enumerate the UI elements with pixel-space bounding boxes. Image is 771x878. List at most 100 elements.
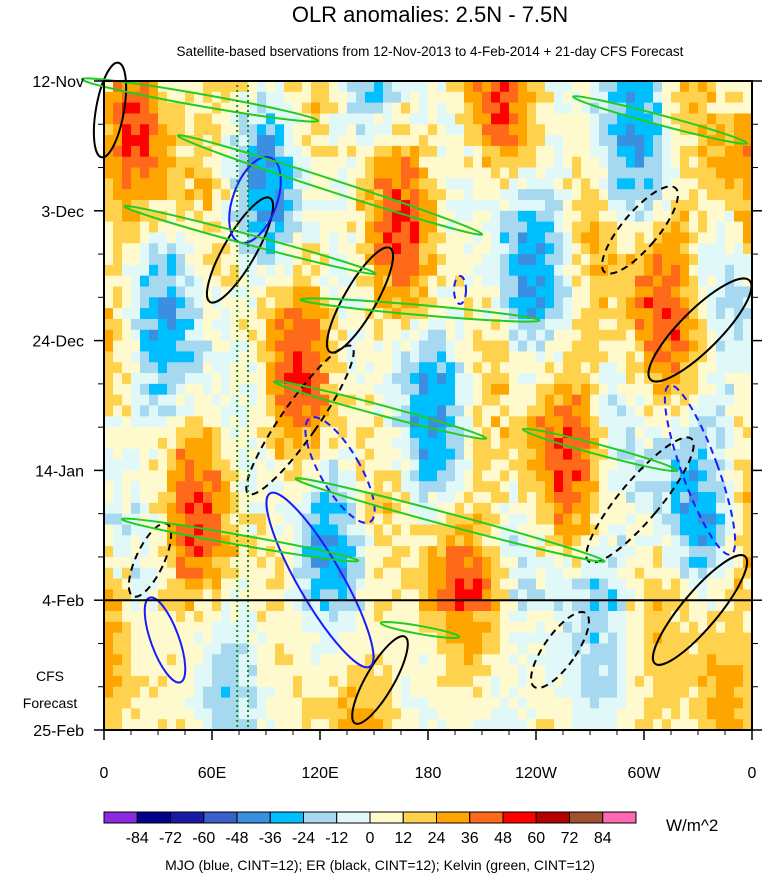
anomaly-cell — [383, 189, 393, 201]
anomaly-cell — [437, 145, 447, 158]
anomaly-cell — [653, 178, 663, 190]
anomaly-cell — [149, 708, 159, 720]
anomaly-cell — [464, 632, 474, 645]
anomaly-cell — [212, 459, 222, 471]
anomaly-cell — [293, 297, 303, 309]
anomaly-cell — [248, 481, 258, 493]
mjo-contour — [453, 275, 467, 305]
anomaly-cell — [131, 578, 141, 590]
anomaly-cell — [572, 351, 582, 363]
anomaly-cell — [356, 556, 366, 569]
anomaly-cell — [644, 124, 654, 136]
anomaly-cell — [437, 167, 447, 179]
anomaly-cell — [113, 135, 123, 147]
anomaly-cell — [464, 210, 474, 223]
anomaly-cell — [194, 600, 204, 612]
anomaly-cell — [590, 502, 600, 515]
anomaly-cell — [509, 643, 519, 655]
anomaly-cell — [383, 578, 393, 590]
anomaly-cell — [401, 113, 411, 125]
anomaly-cell — [680, 546, 690, 558]
anomaly-cell — [608, 665, 618, 677]
anomaly-cell — [491, 719, 501, 731]
anomaly-cell — [599, 210, 609, 223]
anomaly-cell — [527, 297, 537, 309]
anomaly-cell — [275, 416, 285, 428]
anomaly-cell — [131, 297, 141, 309]
anomaly-cell — [536, 524, 546, 536]
anomaly-cell — [455, 264, 465, 277]
anomaly-cell — [131, 459, 141, 471]
anomaly-cell — [185, 578, 195, 590]
anomaly-cell — [653, 643, 663, 655]
anomaly-cell — [689, 383, 699, 396]
anomaly-cell — [545, 513, 555, 526]
anomaly-cell — [329, 81, 339, 93]
anomaly-cell — [428, 124, 438, 136]
anomaly-cell — [509, 383, 519, 396]
anomaly-cell — [311, 621, 321, 634]
anomaly-cell — [626, 708, 636, 720]
anomaly-cell — [347, 329, 357, 342]
anomaly-cell — [203, 589, 213, 601]
anomaly-cell — [473, 524, 483, 536]
anomaly-cell — [149, 697, 159, 709]
anomaly-cell — [509, 189, 519, 201]
anomaly-cell — [149, 156, 159, 169]
anomaly-cell — [365, 199, 375, 212]
anomaly-cell — [527, 81, 537, 93]
forecast-label-line2: Forecast — [23, 695, 78, 711]
anomaly-cell — [509, 492, 519, 504]
anomaly-cell — [104, 448, 114, 461]
anomaly-cell — [365, 697, 375, 709]
er-contour — [92, 61, 128, 159]
anomaly-cell — [482, 708, 492, 720]
anomaly-cell — [122, 697, 132, 709]
anomaly-cell — [455, 611, 465, 623]
anomaly-cell — [383, 383, 393, 396]
anomaly-cell — [194, 81, 204, 93]
anomaly-cell — [293, 502, 303, 515]
anomaly-cell — [554, 665, 564, 677]
er-contour — [585, 436, 695, 564]
anomaly-cell — [743, 351, 753, 363]
anomaly-cell — [500, 719, 510, 731]
anomaly-cell — [248, 686, 258, 699]
anomaly-cell — [626, 145, 636, 158]
anomaly-cell — [104, 719, 114, 731]
anomaly-cell — [194, 621, 204, 634]
anomaly-cell — [383, 416, 393, 428]
anomaly-cell — [185, 546, 195, 558]
anomaly-cell — [284, 654, 294, 666]
anomaly-cell — [410, 556, 420, 569]
anomaly-cell — [608, 416, 618, 428]
anomaly-cell — [572, 513, 582, 526]
anomaly-cell — [653, 156, 663, 169]
anomaly-cell — [617, 145, 627, 158]
anomaly-cell — [617, 427, 627, 439]
anomaly-cell — [716, 243, 726, 255]
anomaly-cell — [644, 621, 654, 634]
anomaly-cell — [662, 297, 672, 309]
anomaly-cell — [572, 210, 582, 223]
anomaly-cell — [698, 524, 708, 536]
anomaly-cell — [428, 600, 438, 612]
anomaly-cell — [329, 297, 339, 309]
anomaly-cell — [644, 275, 654, 288]
anomaly-cell — [320, 383, 330, 396]
anomaly-cell — [149, 318, 159, 331]
anomaly-cell — [266, 297, 276, 309]
anomaly-cell — [590, 81, 600, 93]
anomaly-cell — [356, 632, 366, 645]
anomaly-cell — [572, 416, 582, 428]
anomaly-cell — [320, 437, 330, 450]
anomaly-cell — [410, 91, 420, 104]
anomaly-cell — [644, 535, 654, 547]
anomaly-cell — [122, 135, 132, 147]
anomaly-cell — [131, 362, 141, 374]
anomaly-cell — [491, 135, 501, 147]
anomaly-cell — [707, 221, 717, 234]
anomaly-cell — [356, 167, 366, 179]
anomaly-cell — [284, 416, 294, 428]
anomaly-cell — [410, 189, 420, 201]
